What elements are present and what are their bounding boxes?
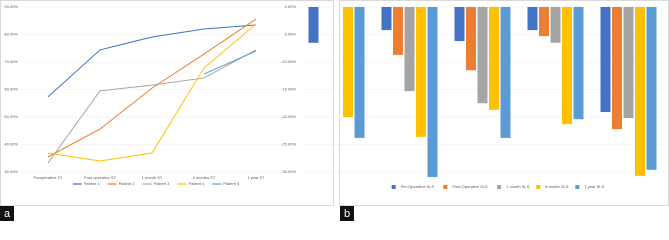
legend-label: Post-Operative SLS bbox=[452, 184, 488, 189]
bar bbox=[539, 7, 549, 37]
data-line bbox=[47, 49, 257, 164]
bar bbox=[550, 7, 561, 43]
y-tick-label: -10.00% bbox=[281, 59, 296, 64]
legend-label: 6 month SLS bbox=[545, 184, 568, 189]
y-tick-label: 90.00% bbox=[4, 4, 18, 9]
y-tick-label: -5.00% bbox=[283, 32, 296, 37]
legend-label: 1 month SLS bbox=[506, 184, 529, 189]
figure: a b 30.00% 40.00% 50.00% 60.00% 70.00% 80.00%… bbox=[0, 0, 669, 221]
x-tick-label: 6 months ST bbox=[193, 175, 216, 180]
legend-label: Patient 4 bbox=[188, 181, 205, 186]
bar bbox=[308, 7, 319, 43]
legend-label: Patient 3 bbox=[154, 181, 171, 186]
y-tick-label: 70.00% bbox=[4, 59, 18, 64]
y-tick-label: -20.00% bbox=[281, 114, 296, 119]
y-tick-label: 50.00% bbox=[4, 114, 18, 119]
legend-swatch bbox=[443, 185, 448, 189]
panel-label: b bbox=[344, 208, 350, 220]
bar bbox=[612, 7, 622, 130]
bar bbox=[454, 7, 465, 42]
data-line bbox=[203, 50, 257, 75]
bar bbox=[354, 7, 365, 138]
legend-label: Patient 5 bbox=[223, 181, 240, 186]
y-tick-label: 80.00% bbox=[4, 32, 18, 37]
bar bbox=[635, 7, 645, 176]
x-tick-label: 1 year ST bbox=[247, 175, 265, 180]
bar bbox=[416, 7, 426, 137]
legend-label: 1 year SLS bbox=[584, 184, 604, 189]
y-tick-label: -25.00% bbox=[281, 142, 296, 147]
bar bbox=[381, 7, 392, 31]
panel-label-box bbox=[340, 206, 354, 221]
y-tick-label: 40.00% bbox=[4, 142, 18, 147]
x-tick-label: 1 month ST bbox=[142, 175, 163, 180]
y-tick-label: -30.00% bbox=[281, 169, 296, 174]
y-tick-label: 0.00% bbox=[285, 4, 297, 9]
bar bbox=[343, 7, 353, 117]
legend-swatch bbox=[391, 185, 396, 189]
legend-label: Per-Operative SLS bbox=[401, 184, 435, 189]
bar bbox=[600, 7, 611, 113]
bar bbox=[527, 7, 538, 31]
x-tick-label: Post-operative ST bbox=[84, 175, 117, 180]
bar bbox=[427, 7, 438, 177]
y-tick-label: -15.00% bbox=[281, 87, 296, 92]
bar bbox=[646, 7, 657, 170]
y-tick-label: 60.00% bbox=[4, 87, 18, 92]
legend-label: Patient 1 bbox=[84, 181, 101, 186]
data-line bbox=[47, 18, 257, 158]
bar bbox=[404, 7, 415, 92]
bar bbox=[623, 7, 634, 119]
bar bbox=[477, 7, 488, 104]
panel-label-box bbox=[0, 206, 14, 221]
x-tick-label: Preoperative ST bbox=[34, 175, 63, 180]
legend-swatch bbox=[497, 185, 502, 189]
legend-swatch bbox=[536, 185, 541, 189]
panel-label: a bbox=[4, 208, 11, 220]
y-tick-label: 30.00% bbox=[4, 169, 18, 174]
bar bbox=[466, 7, 476, 71]
legend-swatch bbox=[575, 185, 580, 189]
data-line bbox=[47, 23, 257, 162]
data-line bbox=[47, 24, 257, 98]
bar bbox=[562, 7, 572, 125]
bar bbox=[573, 7, 584, 120]
bar bbox=[393, 7, 403, 55]
legend-label: Patient 2 bbox=[119, 181, 136, 186]
bar bbox=[489, 7, 499, 110]
bar bbox=[500, 7, 511, 138]
